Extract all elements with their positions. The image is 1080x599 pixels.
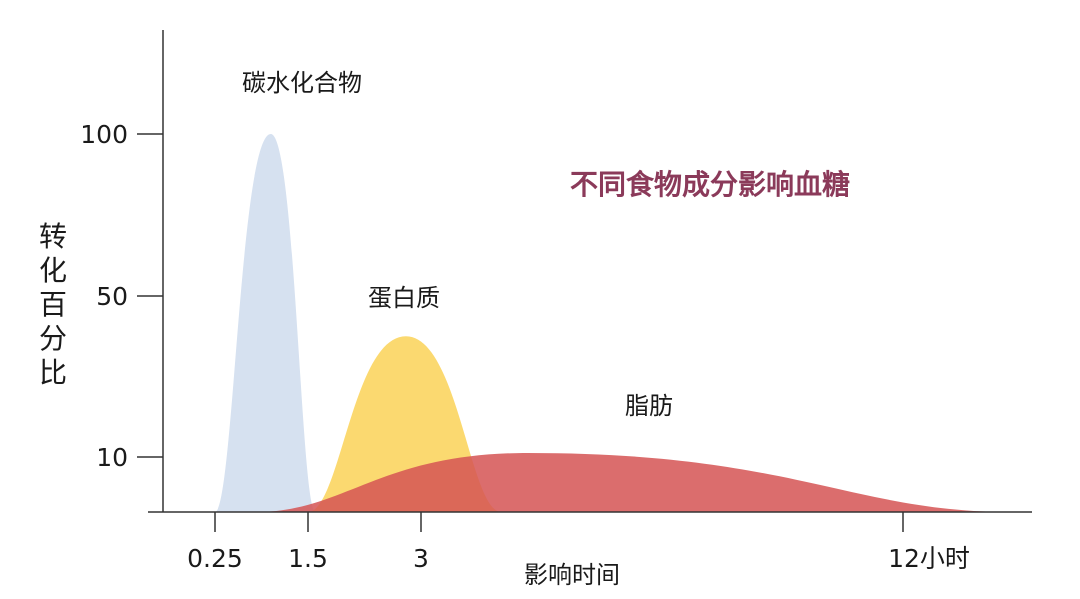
y-axis-label-char: 百 (39, 288, 67, 321)
y-tick-label: 10 (96, 443, 128, 472)
series-label-protein: 蛋白质 (368, 284, 440, 312)
series-area-3 (255, 452, 1011, 512)
y-tick-label: 50 (96, 282, 128, 311)
y-axis-label-char: 分 (39, 322, 67, 355)
x-ticks: 0.25 1.5 3 12小时 (187, 512, 970, 573)
y-axis-label-char: 化 (39, 254, 67, 287)
y-axis-label-char: 比 (39, 356, 67, 389)
chart-title: 不同食物成分影响血糖 (570, 168, 850, 201)
x-tick-label: 3 (413, 544, 429, 573)
y-tick-label: 100 (80, 120, 128, 149)
area-layer (215, 134, 1011, 512)
x-tick-label: 12小时 (888, 544, 970, 573)
y-ticks: 100 50 10 (80, 120, 163, 472)
series-label-carbs: 碳水化合物 (242, 69, 362, 97)
x-axis-label: 影响时间 (524, 561, 620, 589)
y-axis-label-char: 转 (39, 220, 67, 253)
series-area-1 (215, 134, 316, 512)
series-label-fat: 脂肪 (625, 392, 673, 420)
x-tick-label: 1.5 (288, 544, 328, 573)
x-tick-label: 0.25 (187, 544, 243, 573)
